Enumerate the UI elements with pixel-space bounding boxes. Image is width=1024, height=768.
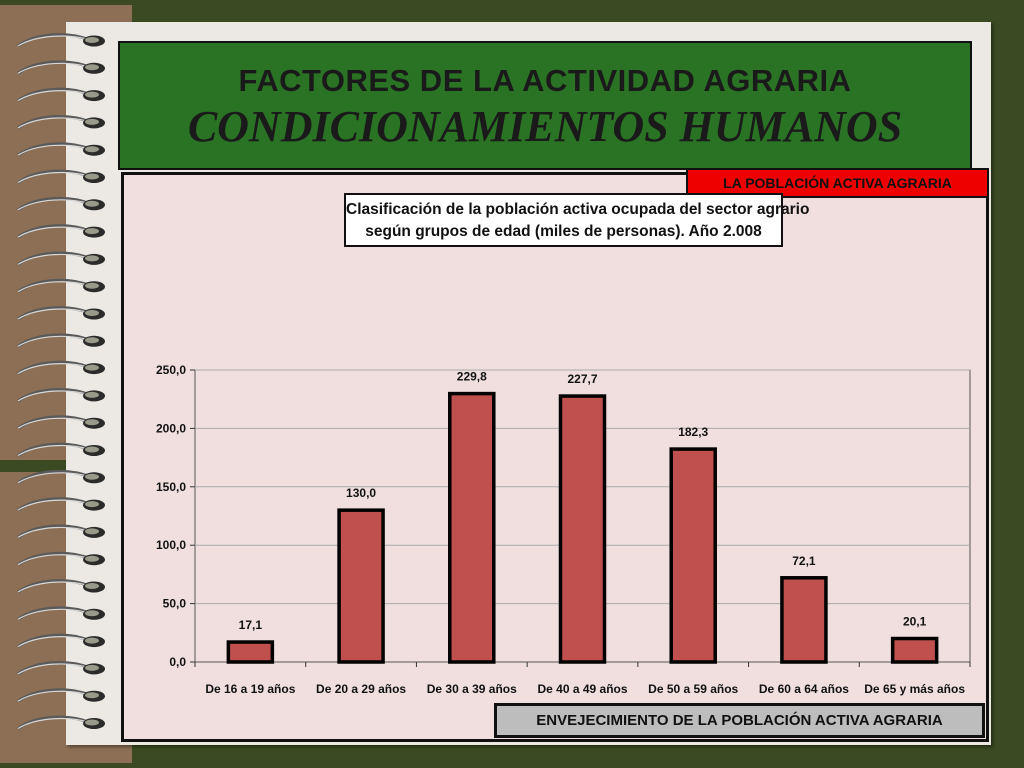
data-label: 227,7 — [567, 372, 597, 386]
spiral-ring — [17, 715, 105, 730]
bar — [558, 394, 607, 664]
data-label: 72,1 — [792, 554, 816, 568]
spiral-ring — [17, 688, 105, 703]
spiral-ring — [17, 169, 105, 184]
spiral-ring — [17, 278, 105, 293]
chart-title-line-2: según grupos de edad (miles de personas)… — [365, 223, 762, 240]
spiral-ring — [17, 497, 105, 512]
spiral-ring — [17, 606, 105, 621]
bar — [780, 576, 828, 664]
spiral-ring — [17, 469, 105, 485]
y-tick-label: 150,0 — [156, 480, 186, 494]
spiral-ring — [17, 579, 105, 594]
spiral-ring — [17, 60, 105, 75]
y-tick-label: 50,0 — [163, 597, 187, 611]
footer-tag: ENVEJECIMIENTO DE LA POBLACIÓN ACTIVA AG… — [494, 703, 985, 738]
x-tick-label: De 40 a 49 años — [537, 682, 627, 696]
chart-title-line-1: Clasificación de la población activa ocu… — [346, 201, 810, 218]
spiral-ring — [17, 388, 105, 403]
y-tick-label: 0,0 — [169, 655, 186, 669]
bar — [890, 636, 939, 664]
chart-title: Clasificación de la población activa ocu… — [344, 193, 810, 247]
spiral-ring — [17, 142, 105, 157]
spiral-ring — [17, 442, 105, 457]
spiral-ring — [17, 415, 105, 430]
spiral-ring — [17, 661, 105, 676]
spiral-ring — [17, 224, 105, 239]
x-tick-label: De 20 a 29 años — [316, 682, 406, 696]
data-label: 130,0 — [346, 486, 376, 500]
x-tick-label: De 50 a 59 años — [648, 682, 738, 696]
x-tick-label: De 65 y más años — [864, 682, 965, 696]
data-label: 20,1 — [903, 615, 927, 629]
x-tick-label: De 60 a 64 años — [759, 682, 849, 696]
data-label: 17,1 — [239, 618, 263, 632]
spiral-binding — [17, 33, 105, 730]
y-tick-label: 200,0 — [156, 421, 186, 435]
spiral-ring — [17, 251, 105, 266]
spiral-ring — [17, 115, 105, 130]
spiral-ring — [17, 551, 105, 566]
spine-notch — [0, 460, 70, 472]
x-tick-label: De 16 a 19 años — [205, 682, 295, 696]
spiral-ring — [17, 33, 105, 48]
bar — [226, 640, 275, 664]
title-banner: FACTORES DE LA ACTIVIDAD AGRARIA CONDICI… — [118, 41, 972, 170]
bar — [669, 447, 717, 664]
data-label: 229,8 — [457, 370, 487, 384]
slide-title: FACTORES DE LA ACTIVIDAD AGRARIA — [238, 63, 852, 98]
spiral-ring — [17, 306, 105, 321]
data-label: 182,3 — [678, 425, 708, 439]
spiral-ring — [17, 633, 105, 648]
x-tick-label: De 30 a 39 años — [427, 682, 517, 696]
y-tick-label: 250,0 — [156, 363, 186, 377]
spiral-ring — [17, 87, 105, 102]
spiral-ring — [17, 196, 105, 212]
slide-subtitle: CONDICIONAMIENTOS HUMANOS — [187, 102, 903, 151]
spiral-ring — [17, 333, 105, 348]
bar — [337, 508, 385, 664]
y-tick-label: 100,0 — [156, 538, 186, 552]
bar — [448, 391, 496, 664]
spiral-ring — [17, 360, 105, 375]
spiral-ring — [17, 524, 105, 539]
